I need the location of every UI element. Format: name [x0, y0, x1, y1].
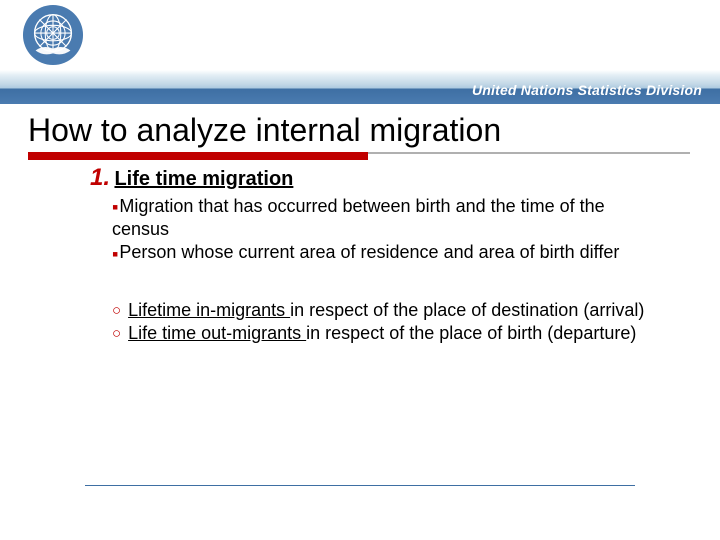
bullet-under: Lifetime in-migrants: [128, 300, 290, 320]
square-bullet-2: ▪Person whose current area of residence …: [112, 241, 650, 264]
bullet-rest: in respect of the place of destination (…: [290, 300, 644, 320]
un-logo: [22, 4, 84, 66]
circle-bullet-icon: ○: [112, 302, 121, 319]
footer-line: [85, 485, 635, 486]
item-1: 1. Life time migration: [90, 164, 650, 192]
bullet-under: Life time out-migrants: [128, 323, 306, 343]
slide-title: How to analyze internal migration: [28, 112, 501, 149]
title-underline-red: [28, 152, 368, 160]
square-bullet-icon: ▪: [112, 197, 118, 217]
circle-bullet-1: ○ Lifetime in-migrants in respect of the…: [112, 299, 650, 322]
square-bullet-1: ▪Migration that has occurred between bir…: [112, 195, 650, 241]
header-org-text: United Nations Statistics Division: [472, 82, 702, 98]
circle-bullet-2: ○ Life time out-migrants in respect of t…: [112, 322, 650, 345]
bullet-rest: in respect of the place of birth (depart…: [306, 323, 636, 343]
slide: United Nations Statistics Division How t…: [0, 0, 720, 540]
square-bullet-icon: ▪: [112, 244, 118, 264]
item-number: 1.: [90, 164, 110, 191]
bullet-text: Person whose current area of residence a…: [119, 242, 619, 262]
circle-bullet-icon: ○: [112, 325, 121, 342]
header: United Nations Statistics Division: [0, 0, 720, 105]
content: 1. Life time migration ▪Migration that h…: [90, 164, 650, 345]
item-heading: Life time migration: [114, 168, 293, 190]
bullet-text: Migration that has occurred between birt…: [112, 196, 605, 239]
